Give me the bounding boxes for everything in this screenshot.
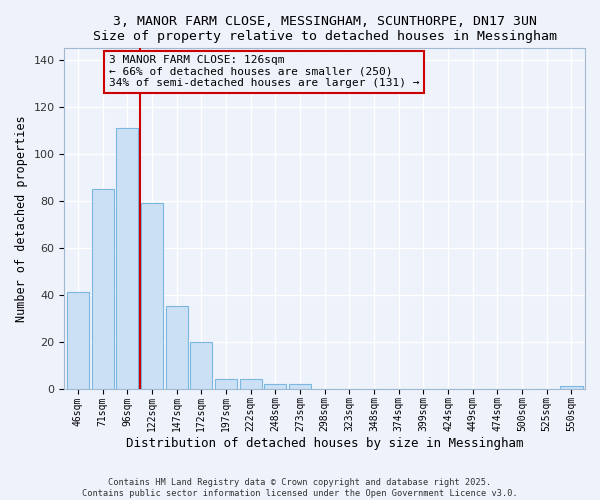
Title: 3, MANOR FARM CLOSE, MESSINGHAM, SCUNTHORPE, DN17 3UN
Size of property relative : 3, MANOR FARM CLOSE, MESSINGHAM, SCUNTHO… [93,15,557,43]
Bar [239,379,262,388]
Bar [141,203,163,388]
Bar [116,128,139,388]
Bar [67,292,89,388]
Bar [264,384,286,388]
Bar [560,386,583,388]
Y-axis label: Number of detached properties: Number of detached properties [15,115,28,322]
Text: 3 MANOR FARM CLOSE: 126sqm
← 66% of detached houses are smaller (250)
34% of sem: 3 MANOR FARM CLOSE: 126sqm ← 66% of deta… [109,55,419,88]
Text: Contains HM Land Registry data © Crown copyright and database right 2025.
Contai: Contains HM Land Registry data © Crown c… [82,478,518,498]
Bar [166,306,188,388]
X-axis label: Distribution of detached houses by size in Messingham: Distribution of detached houses by size … [126,437,523,450]
Bar [289,384,311,388]
Bar [190,342,212,388]
Bar [92,189,114,388]
Bar [215,379,237,388]
